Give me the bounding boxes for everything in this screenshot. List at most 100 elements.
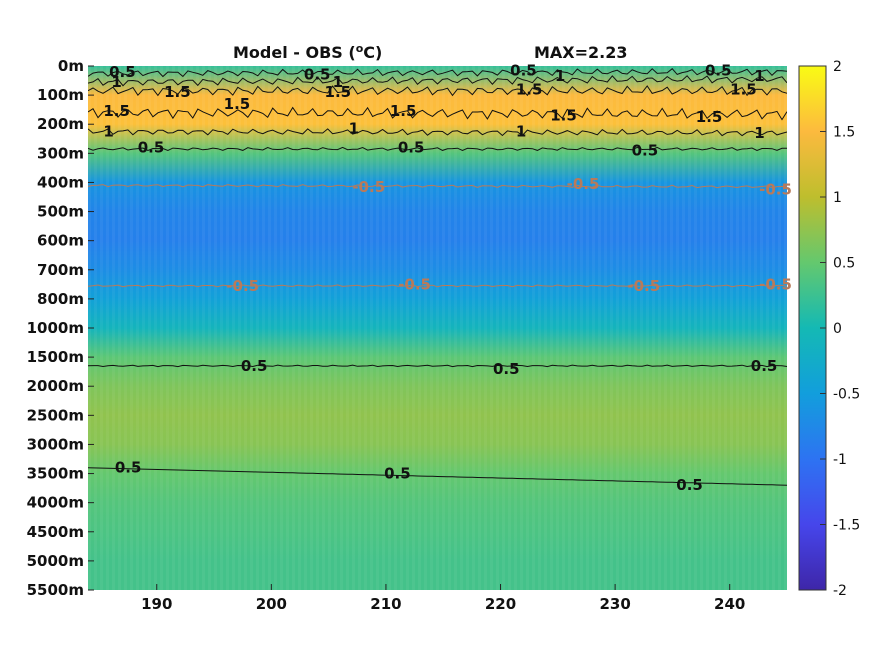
colorbar-tick-label: 1 — [833, 190, 842, 206]
heatmap-field — [88, 66, 787, 590]
x-tick-label: 230 — [599, 595, 630, 613]
texture-stripe — [484, 66, 487, 590]
contour-label: 1.5 — [516, 80, 543, 98]
texture-stripe — [262, 66, 265, 590]
texture-stripe — [328, 66, 331, 590]
texture-stripe — [568, 66, 571, 590]
texture-stripe — [340, 66, 343, 590]
texture-stripe — [772, 66, 775, 590]
texture-stripe — [310, 66, 313, 590]
texture-stripe — [298, 66, 301, 590]
texture-stripe — [184, 66, 187, 590]
texture-stripe — [694, 66, 697, 590]
colorbar-tick-label: -2 — [833, 583, 847, 599]
max-value-label: MAX=2.23 — [534, 43, 628, 62]
texture-stripe — [244, 66, 247, 590]
colorbar-tick-label: -0.5 — [833, 387, 860, 403]
texture-stripe — [256, 66, 259, 590]
texture-stripe — [670, 66, 673, 590]
texture-stripe — [142, 66, 145, 590]
contour-label: 1 — [754, 67, 764, 85]
texture-stripe — [124, 66, 127, 590]
y-tick-label: 600m — [37, 232, 84, 250]
texture-stripe — [316, 66, 319, 590]
y-tick-label: 4500m — [27, 523, 84, 541]
x-tick-label: 200 — [256, 595, 287, 613]
texture-stripe — [730, 66, 733, 590]
x-tick-label: 210 — [370, 595, 401, 613]
contour-label: 0.5 — [304, 66, 331, 84]
texture-stripe — [412, 66, 415, 590]
texture-stripe — [280, 66, 283, 590]
texture-stripe — [334, 66, 337, 590]
contour-label: 0.5 — [109, 63, 136, 81]
texture-stripe — [580, 66, 583, 590]
texture-stripe — [592, 66, 595, 590]
texture-stripe — [556, 66, 559, 590]
contour-label: 0.5 — [632, 141, 659, 159]
texture-stripe — [394, 66, 397, 590]
y-axis-ticks: 0m 100m 200m 300m 400m 500m 600m 700m 800m 1000m 1… — [27, 57, 94, 599]
contour-label: 1 — [333, 73, 343, 91]
contour-label: 1.5 — [696, 108, 723, 126]
contour-label: 1 — [349, 120, 359, 138]
texture-stripe — [382, 66, 385, 590]
texture-stripe — [652, 66, 655, 590]
y-tick-label: 5500m — [27, 581, 84, 599]
contour-label: 0.5 — [115, 459, 142, 477]
contour-line — [88, 467, 787, 486]
texture-stripe — [724, 66, 727, 590]
contour-line — [88, 68, 787, 78]
texture-stripe — [376, 66, 379, 590]
texture-stripe — [238, 66, 241, 590]
contour-label: -0.5 — [627, 277, 660, 295]
contour-label: -0.5 — [226, 277, 259, 295]
plot-area: 0.5 0.5 0.5 0.51 1 1 11.5 1.5 1.5 1.51.5 1.5 1.5 1.5… — [88, 61, 792, 590]
texture-stripe — [190, 66, 193, 590]
texture-stripe — [742, 66, 745, 590]
texture-stripe — [232, 66, 235, 590]
contour-line — [88, 106, 787, 121]
texture-stripe — [106, 66, 109, 590]
contour-label: 0.5 — [241, 357, 268, 375]
contour-line — [88, 128, 787, 137]
contour-label: 1.5 — [103, 102, 130, 120]
texture-stripe — [622, 66, 625, 590]
texture-stripe — [364, 66, 367, 590]
texture-stripe — [220, 66, 223, 590]
contour-label: 0.5 — [751, 357, 778, 375]
texture-stripe — [196, 66, 199, 590]
texture-stripe — [706, 66, 709, 590]
contour-label: 1 — [111, 73, 121, 91]
chart-title: Model - OBS (oC) MAX=2.23 — [233, 42, 628, 62]
contour-label: 1 — [754, 124, 764, 142]
texture-stripe — [736, 66, 739, 590]
y-tick-label: 0m — [58, 57, 84, 75]
heatmap-texture — [88, 66, 787, 590]
texture-stripe — [388, 66, 391, 590]
texture-stripe — [160, 66, 163, 590]
texture-stripe — [562, 66, 565, 590]
contour-label: -0.5 — [759, 275, 792, 293]
texture-stripe — [370, 66, 373, 590]
x-tick-label: 190 — [141, 595, 172, 613]
texture-stripe — [610, 66, 613, 590]
texture-stripe — [526, 66, 529, 590]
texture-stripe — [718, 66, 721, 590]
texture-stripe — [172, 66, 175, 590]
contour-label: 1.5 — [325, 83, 352, 101]
texture-stripe — [322, 66, 325, 590]
texture-stripe — [94, 66, 97, 590]
x-tick-label: 220 — [485, 595, 516, 613]
texture-stripe — [250, 66, 253, 590]
contour-label: 0.5 — [493, 360, 520, 378]
texture-stripe — [118, 66, 121, 590]
texture-stripe — [688, 66, 691, 590]
texture-stripe — [604, 66, 607, 590]
texture-stripe — [178, 66, 181, 590]
texture-stripe — [490, 66, 493, 590]
texture-stripe — [226, 66, 229, 590]
texture-stripe — [346, 66, 349, 590]
x-axis-ticks: 190 200 210 220 230 240 — [141, 584, 745, 613]
texture-stripe — [664, 66, 667, 590]
